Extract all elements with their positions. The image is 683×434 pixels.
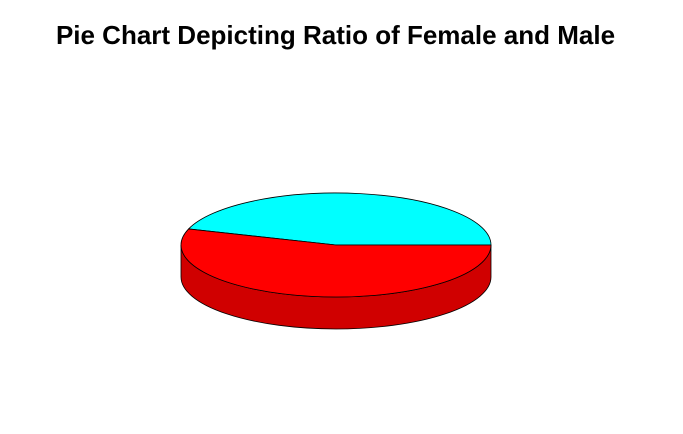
pie-slice-1 <box>187 192 492 246</box>
pie-tops <box>180 192 492 298</box>
pie-slice-2 <box>180 228 492 298</box>
chart-title: Pie Chart Depicting Ratio of Female and … <box>55 20 616 50</box>
